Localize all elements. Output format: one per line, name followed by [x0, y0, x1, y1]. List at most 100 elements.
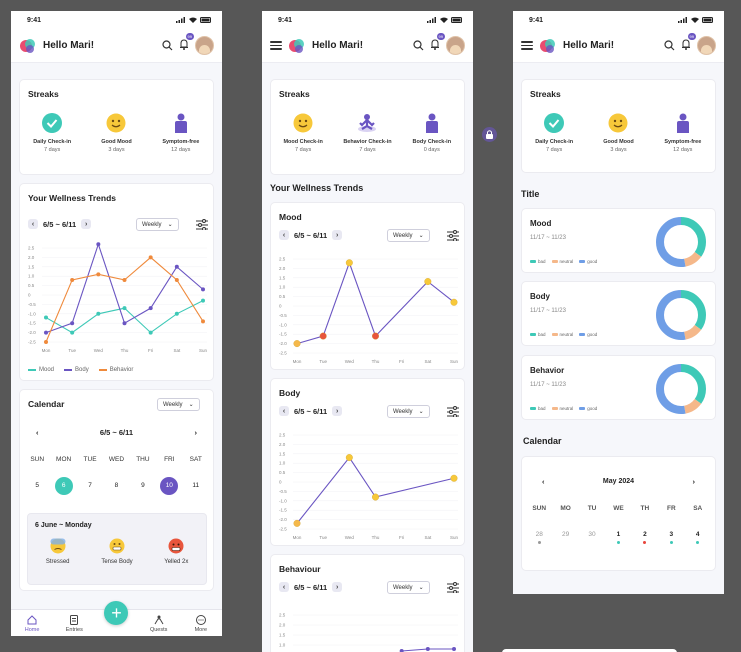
tab-home[interactable]: Home: [14, 615, 50, 633]
data-point: [96, 242, 101, 247]
calendar-day[interactable]: 3: [660, 531, 682, 544]
period-select[interactable]: Weekly ⌄: [387, 229, 430, 242]
calendar-day[interactable]: 29: [555, 531, 577, 544]
weekday: MO: [555, 505, 577, 512]
notifications-button[interactable]: 99: [430, 32, 445, 55]
streak-symptom-free[interactable]: Symptom-free 12 days: [151, 112, 211, 153]
next-week-button[interactable]: ›: [81, 219, 92, 229]
donut-slice-good: [656, 290, 706, 340]
weekday-label: MON: [56, 456, 72, 463]
emoji-point: [293, 519, 301, 527]
weekday-label: TH: [640, 505, 650, 512]
tab-entries[interactable]: Entries: [56, 615, 92, 633]
plus-icon[interactable]: +: [104, 601, 129, 625]
x-tick-label: Sun: [199, 348, 208, 353]
notifications-button[interactable]: 99: [681, 32, 696, 55]
prev-week-button[interactable]: ‹: [279, 406, 289, 416]
avatar[interactable]: [446, 36, 465, 55]
streak-symptom-free[interactable]: Symptom-free 12 days: [653, 112, 713, 153]
search-icon[interactable]: [162, 40, 173, 51]
chevron-right-icon[interactable]: ›: [692, 477, 695, 486]
weekday: SA: [687, 505, 709, 512]
calendar-day[interactable]: 5: [26, 477, 48, 495]
avatar[interactable]: [195, 36, 214, 55]
legend-behavior: Behavior: [98, 367, 133, 373]
y-tick-label: -2.5: [279, 527, 287, 532]
prev-week-button[interactable]: ‹: [279, 582, 289, 592]
calendar-day[interactable]: 30: [581, 531, 603, 544]
emoji-point: [424, 278, 432, 286]
donut-legend: bad neutral good: [530, 259, 597, 264]
period-value: Weekly: [393, 584, 413, 591]
search-icon[interactable]: [664, 40, 675, 51]
calendar-day[interactable]: 28: [528, 531, 550, 544]
emoji-point: [450, 474, 458, 482]
chevron-right-icon[interactable]: ›: [194, 428, 197, 437]
notifications-button[interactable]: 99: [179, 32, 194, 55]
avatar[interactable]: [697, 36, 716, 55]
chevron-down-icon: ⌄: [167, 222, 173, 228]
streak-good-mood[interactable]: Good Mood 3 days: [588, 112, 648, 153]
streak-good-mood[interactable]: Good Mood 3 days: [86, 112, 146, 153]
filter-icon[interactable]: [447, 582, 459, 593]
calendar-day[interactable]: 6: [53, 477, 75, 495]
streaks-card: Streaks Mood Check-in 7 days Behavior Ch…: [270, 79, 465, 175]
battery-icon: [200, 17, 211, 23]
filter-icon[interactable]: [447, 230, 459, 241]
calendar-day[interactable]: 2: [634, 531, 656, 544]
period-select[interactable]: Weekly ⌄: [387, 581, 430, 594]
summary-label: Tense Body: [101, 559, 133, 565]
period-select[interactable]: Weekly ⌄: [387, 405, 430, 418]
calendar-day-label: 1: [616, 531, 621, 538]
body-donut-card: Body 11/17 ~ 11/23 bad neutral good: [521, 281, 716, 346]
period-value: Weekly: [393, 232, 413, 239]
chevron-left-icon[interactable]: ‹: [36, 428, 39, 437]
weekday: WE: [607, 505, 629, 512]
streak-daily-checkin[interactable]: Daily Check-in 7 days: [22, 112, 82, 153]
menu-icon[interactable]: [270, 41, 282, 50]
tab-add[interactable]: +: [98, 601, 134, 633]
y-tick-label: 2.0: [279, 623, 286, 628]
partial-card: [502, 649, 677, 652]
calendar-day[interactable]: 10: [158, 477, 180, 495]
calendar-day[interactable]: 11: [185, 477, 207, 495]
streaks-title: Streaks: [530, 89, 561, 99]
calendar-period-select[interactable]: Weekly ⌄: [157, 398, 200, 411]
data-point: [201, 319, 205, 324]
calendar-day-label: 4: [695, 531, 700, 538]
streak-days: 7 days: [295, 147, 312, 153]
calendar-day[interactable]: 4: [687, 531, 709, 544]
chevron-left-icon[interactable]: ‹: [542, 477, 545, 486]
menu-icon[interactable]: [521, 41, 533, 50]
body-donut-chart: [656, 290, 706, 340]
battery-icon: [702, 17, 713, 23]
filter-icon[interactable]: [447, 406, 459, 417]
streak-daily-checkin[interactable]: Daily Check-in 7 days: [524, 112, 584, 153]
streak-days: 12 days: [171, 147, 191, 153]
prev-week-button[interactable]: ‹: [279, 230, 289, 240]
calendar-card: Calendar Weekly ⌄ ‹ 6/5 ~ 6/11 › SUN MON TU…: [19, 389, 214, 591]
tab-more[interactable]: More: [183, 615, 219, 633]
status-bar: 9:41: [262, 11, 473, 29]
next-week-button[interactable]: ›: [332, 406, 343, 416]
calendar-day[interactable]: 9: [132, 477, 154, 495]
calendar-day[interactable]: 1: [607, 531, 629, 544]
tab-quests[interactable]: Quests: [141, 615, 177, 633]
calendar-day[interactable]: 8: [105, 477, 127, 495]
streak-body-checkin[interactable]: Body Check-in 0 days: [402, 112, 462, 153]
bell-icon: [682, 38, 690, 50]
next-week-button[interactable]: ›: [332, 582, 343, 592]
period-select[interactable]: Weekly ⌄: [136, 218, 179, 231]
bell-icon: [180, 38, 188, 50]
filter-icon[interactable]: [196, 219, 208, 230]
y-tick-label: 0: [279, 480, 282, 485]
legend-body: Body: [64, 367, 89, 373]
search-icon[interactable]: [413, 40, 424, 51]
prev-week-button[interactable]: ‹: [28, 219, 38, 229]
summary-label: Yelled 2x: [164, 559, 189, 565]
streak-mood-checkin[interactable]: Mood Check-in 7 days: [273, 112, 333, 153]
calendar-day[interactable]: 7: [79, 477, 101, 495]
next-week-button[interactable]: ›: [332, 230, 343, 240]
y-tick-label: 1.5: [279, 275, 286, 280]
streak-behavior-checkin[interactable]: Behavior Check-in 7 days: [337, 112, 397, 153]
